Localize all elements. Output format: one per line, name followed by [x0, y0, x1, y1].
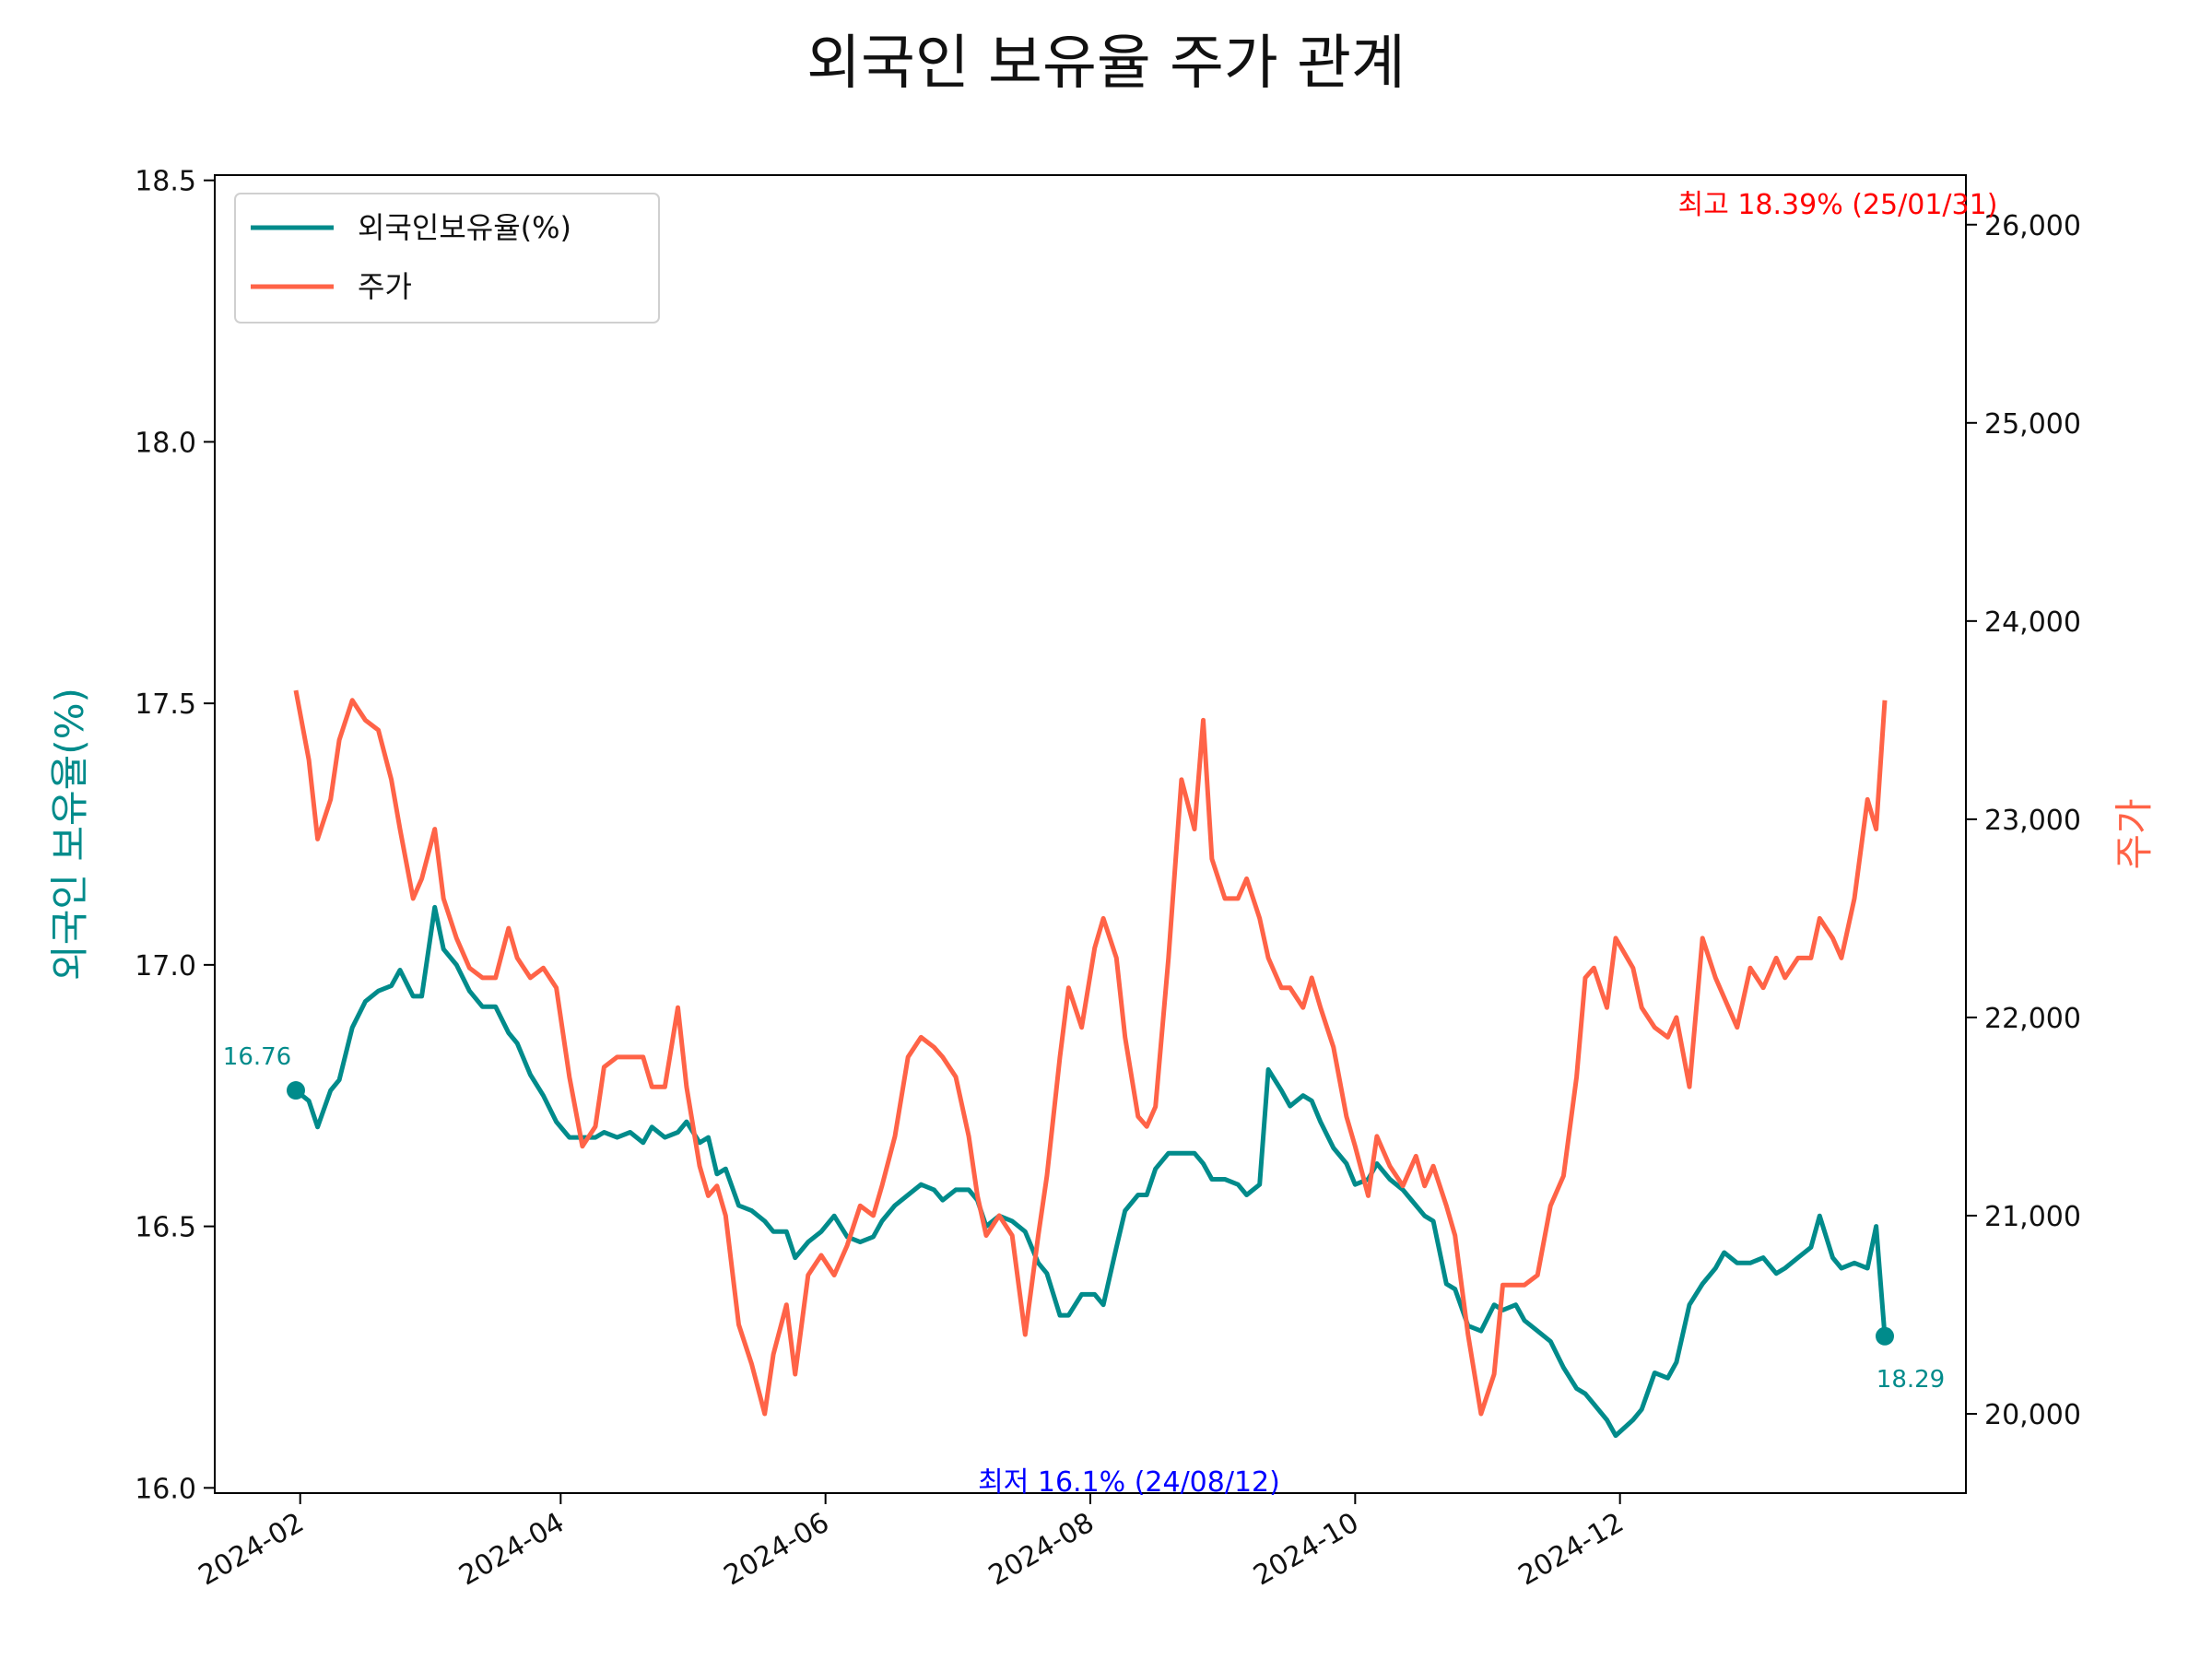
right-y-tick-label: 25,000 [1984, 408, 2081, 441]
chart-title: 외국인 보유율 주가 관계 [806, 29, 1406, 98]
ownership-line [294, 904, 1888, 1439]
right-y-tick-label: 22,000 [1984, 1003, 2081, 1035]
legend-ownership-label: 외국인보유율(%) [358, 210, 571, 245]
left-y-tick-label: 17.5 [135, 688, 196, 721]
x-tick-label: 2024-12 [1513, 1507, 1630, 1593]
annotations: 16.76 18.29 최고 18.39% (25/01/31) 최저 16.1% (… [223, 189, 1998, 1499]
left-y-axis-label: 외국인 보유율(%) [47, 688, 92, 981]
end-value-label: 18.29 [1877, 1366, 1945, 1394]
x-axis: 2024-02 2024-04 2024-06 2024-08 2024-10 2024-… [194, 1493, 1630, 1593]
x-tick-label: 2024-06 [719, 1507, 835, 1593]
min-annotation: 최저 16.1% (24/08/12) [978, 1466, 1280, 1499]
legend-box [234, 193, 660, 324]
left-y-tick-label: 16.0 [135, 1473, 196, 1505]
right-y-tick-label: 20,000 [1984, 1399, 2081, 1431]
right-y-axis: 20,000 21,000 22,000 23,000 24,000 25,000 26,0… [1966, 210, 2081, 1431]
x-tick-label: 2024-04 [453, 1507, 570, 1593]
x-tick-label: 2024-02 [194, 1507, 310, 1593]
x-tick-label: 2024-10 [1248, 1507, 1364, 1593]
right-y-axis-label: 주가 [2112, 798, 2157, 869]
end-point-marker [1876, 1326, 1894, 1346]
right-y-tick-label: 21,000 [1984, 1201, 2081, 1233]
right-y-tick-label: 24,000 [1984, 606, 2081, 639]
start-point-marker [287, 1081, 305, 1100]
left-y-tick-label: 17.0 [135, 950, 196, 982]
left-y-axis: 16.0 16.5 17.0 17.5 18.0 18.5 [135, 166, 215, 1505]
right-y-tick-label: 26,000 [1984, 210, 2081, 242]
left-y-tick-label: 18.0 [135, 427, 196, 459]
left-y-tick-label: 18.5 [135, 166, 196, 198]
left-y-tick-label: 16.5 [135, 1212, 196, 1244]
price-line [293, 689, 1888, 1417]
start-value-label: 16.76 [223, 1043, 291, 1071]
right-y-tick-label: 23,000 [1984, 805, 2081, 837]
legend: 외국인보유율(%) 주가 [234, 193, 660, 324]
series-layer [293, 689, 1888, 1439]
x-tick-label: 2024-08 [983, 1507, 1100, 1593]
legend-price-label: 주가 [358, 269, 412, 304]
max-annotation: 최고 18.39% (25/01/31) [1678, 189, 1998, 221]
